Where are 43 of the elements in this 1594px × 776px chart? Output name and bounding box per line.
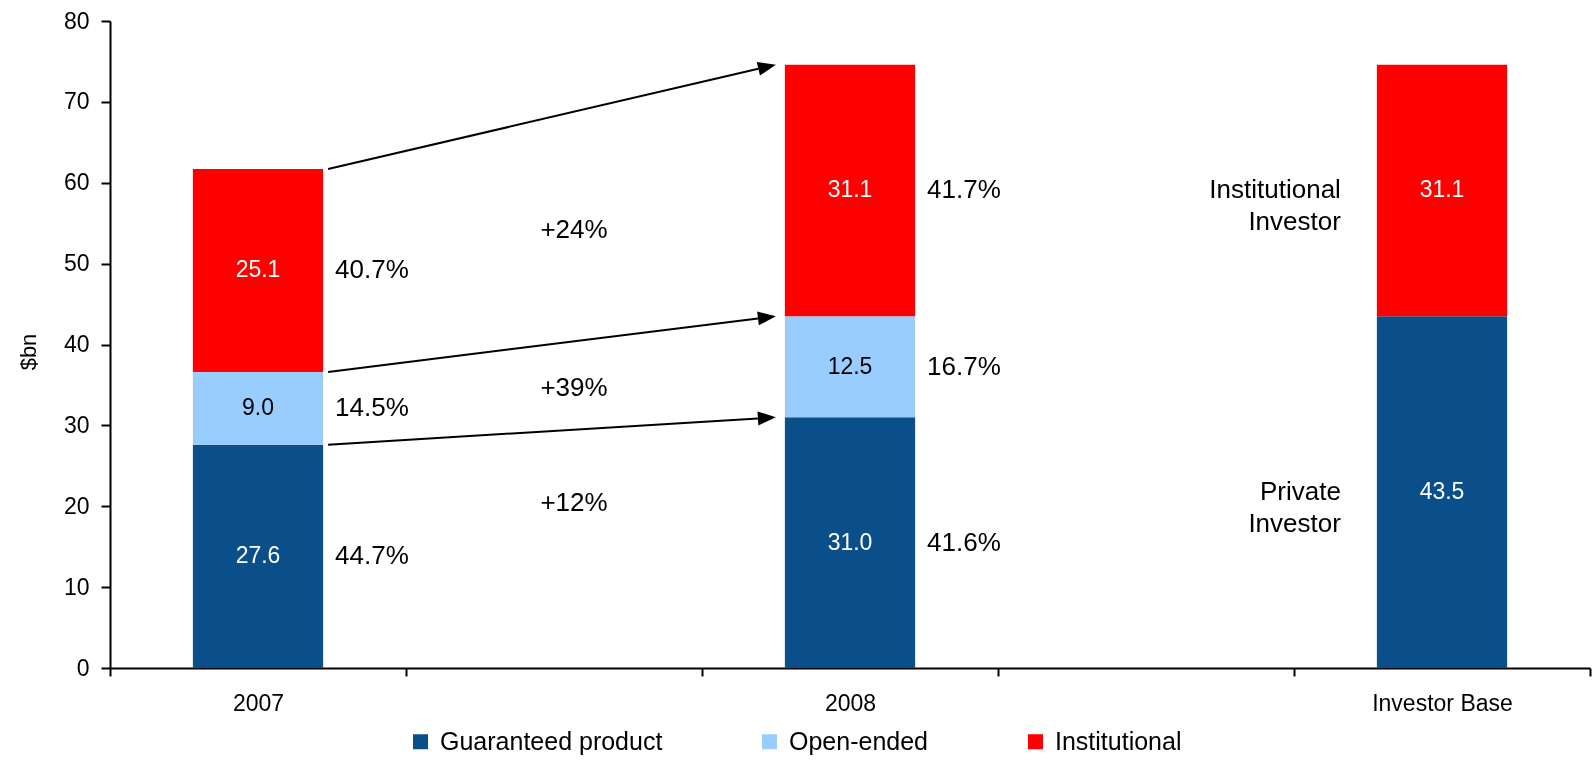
annotation: +12% <box>540 487 608 518</box>
annotation: 14.5% <box>335 392 409 423</box>
annotation: +24% <box>540 214 608 245</box>
y-tick-label: 10 <box>63 573 90 600</box>
data-label: 31.1 <box>827 176 873 203</box>
y-tick-label: 40 <box>63 331 90 357</box>
y-tick-label: 20 <box>63 492 90 519</box>
data-label: 9.0 <box>242 394 274 421</box>
bar <box>784 316 916 418</box>
bar <box>1376 316 1508 668</box>
annotation: Institutional Investor <box>1209 174 1342 237</box>
legend-label: Institutional <box>1055 726 1182 755</box>
y-tick-label: 0 <box>76 654 90 681</box>
data-label: 27.6 <box>235 542 281 569</box>
data-label: 31.1 <box>1419 176 1465 203</box>
annotation: 40.7% <box>335 254 409 285</box>
annotation: 16.7% <box>927 350 1001 381</box>
data-label: 43.5 <box>1419 478 1465 505</box>
y-tick-label: 50 <box>63 250 90 277</box>
x-tick-label: Investor Base <box>1372 689 1513 716</box>
bar <box>192 444 324 668</box>
annotation: 41.7% <box>927 174 1001 205</box>
bar <box>192 372 324 445</box>
y-tick-label: 60 <box>63 169 90 196</box>
data-label: 31.0 <box>827 528 873 555</box>
bar <box>784 417 916 668</box>
data-label: 25.1 <box>235 256 281 283</box>
y-tick-label: 80 <box>63 7 90 34</box>
annotation: +39% <box>540 371 608 402</box>
legend-label: Guaranteed product <box>440 726 663 755</box>
data-label: 12.5 <box>827 352 873 379</box>
bar <box>784 64 916 317</box>
y-tick-label: 30 <box>63 411 90 438</box>
legend-label: Open-ended <box>789 726 929 755</box>
bar <box>192 169 324 372</box>
x-tick-label: 2008 <box>824 689 877 716</box>
annotation: 44.7% <box>335 540 409 571</box>
annotation: 41.6% <box>927 526 1001 557</box>
y-tick-label: 70 <box>63 88 90 115</box>
y-axis-title: $bn <box>15 333 41 371</box>
bar <box>1376 64 1508 317</box>
annotation: Private Investor <box>1248 476 1342 539</box>
x-tick-label: 2007 <box>232 689 285 716</box>
